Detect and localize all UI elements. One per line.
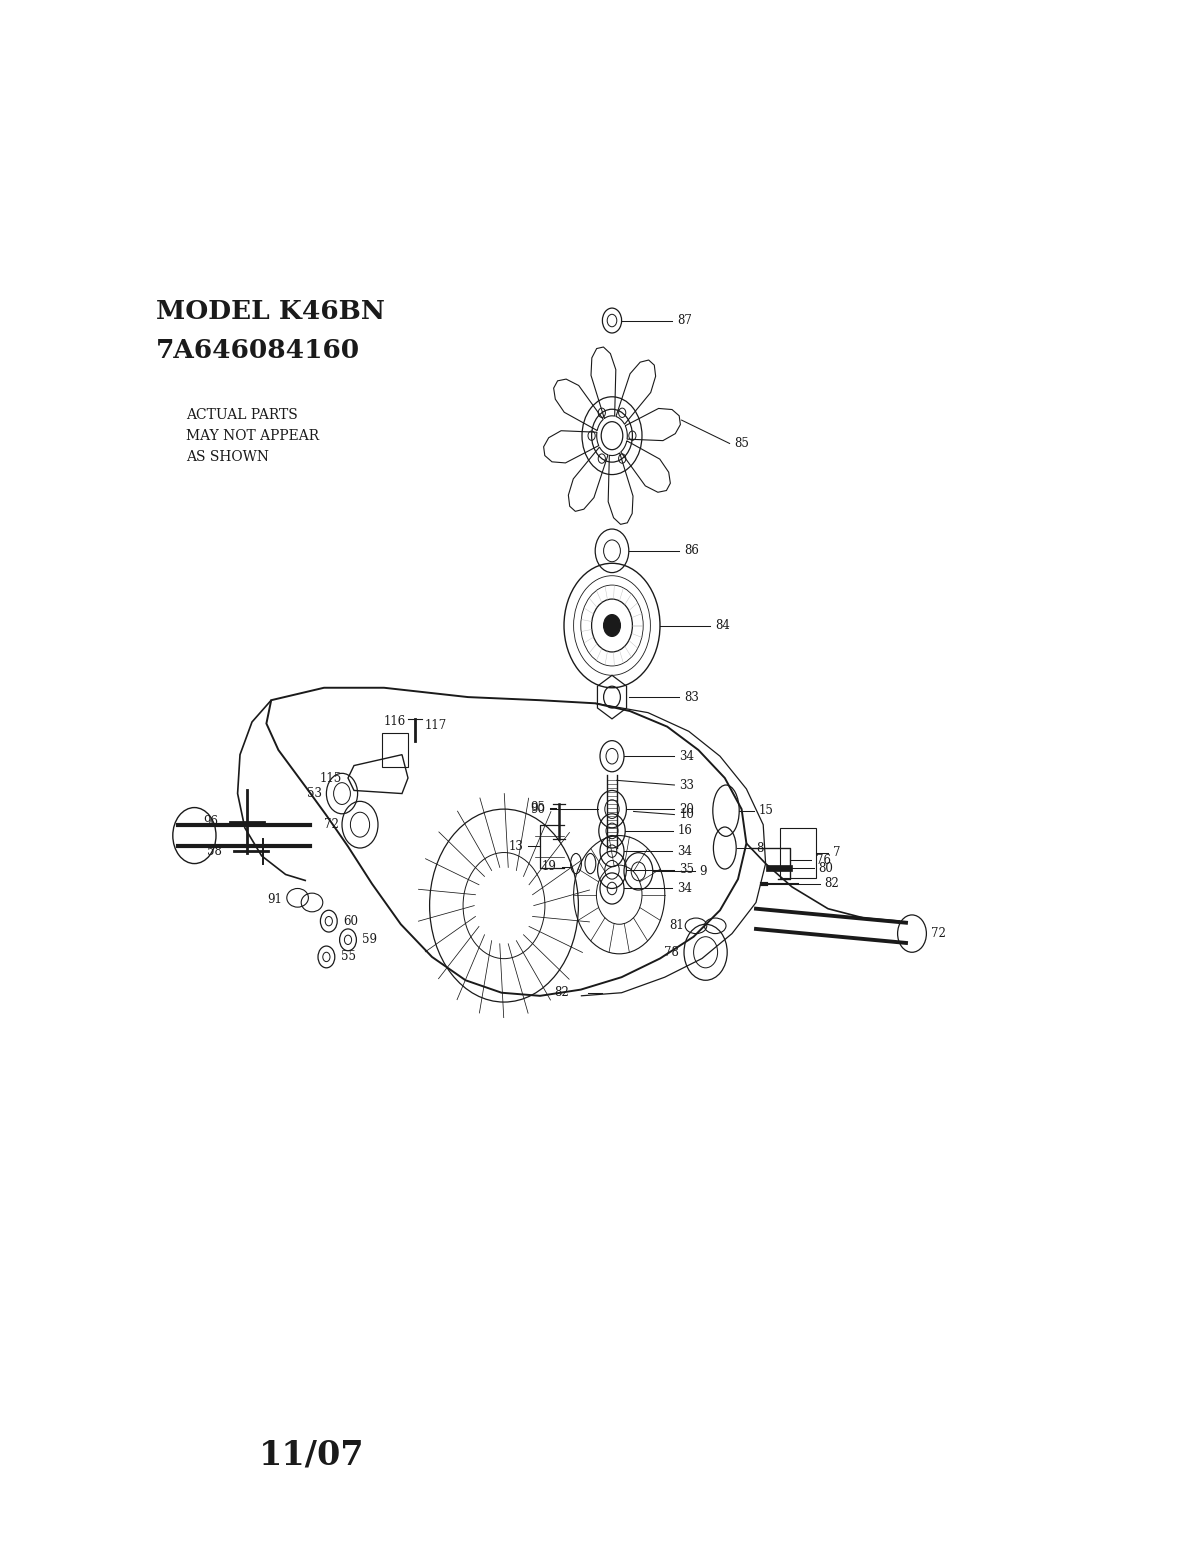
Text: 80: 80 — [818, 862, 833, 874]
Text: 20: 20 — [679, 803, 694, 815]
Text: 87: 87 — [677, 314, 691, 327]
Text: 34: 34 — [677, 882, 692, 895]
Text: 115: 115 — [319, 772, 342, 784]
Text: 81: 81 — [670, 920, 684, 932]
Text: 9: 9 — [700, 865, 707, 878]
Text: 96: 96 — [204, 815, 218, 828]
Text: 33: 33 — [679, 778, 695, 792]
Text: 15: 15 — [758, 804, 773, 817]
Text: 76: 76 — [816, 854, 832, 867]
Text: 72: 72 — [931, 927, 946, 940]
Text: 83: 83 — [684, 691, 698, 703]
Text: 60: 60 — [343, 915, 359, 927]
Text: 85: 85 — [734, 437, 749, 450]
Text: 95: 95 — [530, 801, 545, 814]
Text: 78: 78 — [665, 946, 679, 958]
Text: 55: 55 — [341, 951, 356, 963]
Text: MODEL K46BN: MODEL K46BN — [156, 299, 385, 324]
Text: 53: 53 — [307, 787, 322, 800]
Text: 7: 7 — [833, 846, 840, 859]
Text: ACTUAL PARTS
MAY NOT APPEAR
AS SHOWN: ACTUAL PARTS MAY NOT APPEAR AS SHOWN — [186, 408, 319, 464]
Text: 86: 86 — [684, 545, 698, 557]
Text: 72: 72 — [324, 818, 338, 831]
Text: 34: 34 — [679, 750, 695, 762]
Text: 90: 90 — [530, 803, 545, 815]
Text: 58: 58 — [208, 845, 222, 857]
Text: 7A646084160: 7A646084160 — [156, 338, 360, 363]
Text: 13: 13 — [509, 840, 523, 853]
Text: 34: 34 — [677, 845, 692, 857]
Text: 91: 91 — [268, 893, 282, 906]
Text: 11/07: 11/07 — [259, 1438, 365, 1472]
Text: 82: 82 — [554, 987, 569, 999]
Text: 10: 10 — [679, 808, 694, 822]
Text: 84: 84 — [715, 619, 730, 632]
Text: 19: 19 — [542, 860, 557, 873]
Text: 117: 117 — [425, 719, 448, 731]
Text: 8: 8 — [756, 842, 763, 854]
Circle shape — [604, 615, 620, 636]
Polygon shape — [766, 865, 792, 871]
Text: 16: 16 — [678, 825, 692, 837]
Text: 82: 82 — [824, 878, 839, 890]
Text: 59: 59 — [362, 934, 377, 946]
Text: 35: 35 — [679, 864, 695, 876]
Text: 116: 116 — [384, 716, 407, 728]
